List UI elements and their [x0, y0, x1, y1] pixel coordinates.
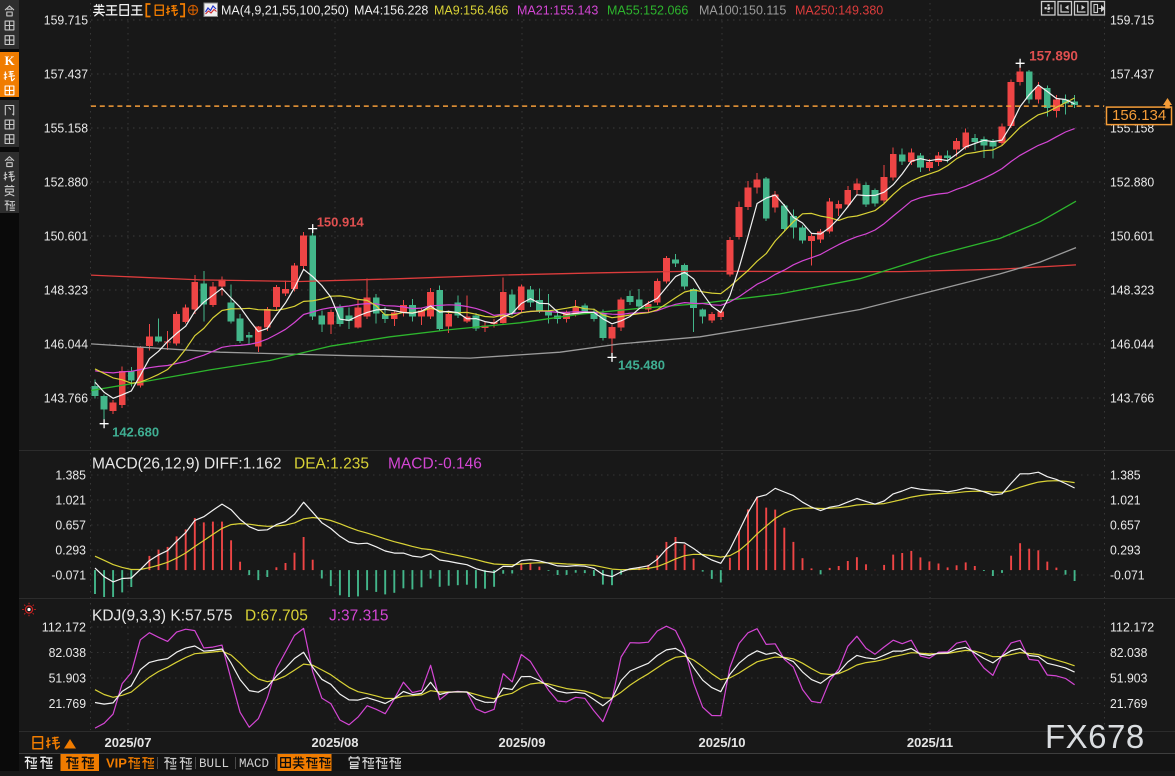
svg-text:150.601: 150.601: [1110, 229, 1154, 244]
svg-text:1.021: 1.021: [1110, 493, 1141, 508]
svg-text:MA250:149.380: MA250:149.380: [795, 4, 883, 18]
svg-text:1.385: 1.385: [1110, 468, 1141, 483]
svg-text:112.172: 112.172: [1110, 620, 1154, 635]
svg-text:143.766: 143.766: [44, 391, 88, 406]
svg-text:51.903: 51.903: [1110, 671, 1147, 686]
svg-text:143.766: 143.766: [1110, 391, 1154, 406]
svg-text:150.601: 150.601: [44, 229, 88, 244]
svg-text:142.680: 142.680: [112, 425, 159, 440]
svg-text:D:67.705: D:67.705: [245, 608, 308, 625]
svg-text:150.914: 150.914: [317, 215, 365, 230]
svg-text:DEA:1.235: DEA:1.235: [294, 456, 369, 473]
svg-text:159.715: 159.715: [1110, 13, 1154, 28]
svg-text:KDJ(9,3,3) K:57.575: KDJ(9,3,3) K:57.575: [92, 608, 232, 625]
svg-text:146.044: 146.044: [44, 337, 88, 352]
svg-text:82.038: 82.038: [49, 645, 86, 660]
svg-text:156.134: 156.134: [1112, 107, 1166, 124]
svg-text:K: K: [4, 53, 15, 68]
svg-text:0.657: 0.657: [55, 518, 86, 533]
svg-text:1.385: 1.385: [55, 468, 86, 483]
svg-text:MA100:150.115: MA100:150.115: [699, 4, 786, 18]
svg-text:148.323: 148.323: [44, 283, 88, 298]
svg-text:2025/10: 2025/10: [699, 735, 746, 750]
svg-text:152.880: 152.880: [44, 175, 88, 190]
svg-text:152.880: 152.880: [1110, 175, 1154, 190]
svg-text:145.480: 145.480: [618, 357, 665, 372]
svg-text:157.437: 157.437: [1110, 67, 1154, 82]
svg-text:MA9:156.466: MA9:156.466: [434, 4, 508, 18]
svg-text:155.158: 155.158: [44, 121, 88, 136]
svg-text:MA55:152.066: MA55:152.066: [607, 4, 688, 18]
svg-text:112.172: 112.172: [42, 620, 86, 635]
svg-text:MA4:156.228: MA4:156.228: [354, 4, 428, 18]
svg-text:2025/08: 2025/08: [312, 735, 359, 750]
svg-text:157.437: 157.437: [44, 67, 88, 82]
svg-text:21.769: 21.769: [49, 696, 86, 711]
svg-text:MACD:-0.146: MACD:-0.146: [388, 456, 482, 473]
svg-text:2025/11: 2025/11: [907, 735, 953, 750]
svg-text:-0.071: -0.071: [1110, 568, 1145, 583]
svg-text:0.293: 0.293: [55, 543, 86, 558]
svg-text:148.323: 148.323: [1110, 283, 1154, 298]
svg-text:MACD(26,12,9) DIFF:1.162: MACD(26,12,9) DIFF:1.162: [92, 456, 282, 473]
svg-text:0.657: 0.657: [1110, 518, 1141, 533]
svg-text:J:37.315: J:37.315: [329, 608, 388, 625]
svg-text:BULL: BULL: [199, 757, 229, 771]
svg-text:0.293: 0.293: [1110, 543, 1141, 558]
svg-text:82.038: 82.038: [1110, 645, 1147, 660]
svg-text:21.769: 21.769: [1110, 696, 1147, 711]
svg-text:51.903: 51.903: [49, 671, 86, 686]
svg-text:2025/09: 2025/09: [499, 735, 546, 750]
svg-text:MA21:155.143: MA21:155.143: [517, 4, 598, 18]
svg-text:-0.071: -0.071: [51, 568, 86, 583]
svg-text:1.021: 1.021: [55, 493, 86, 508]
svg-text:146.044: 146.044: [1110, 337, 1154, 352]
svg-text:MA(4,9,21,55,100,250): MA(4,9,21,55,100,250): [221, 4, 349, 18]
svg-text:MACD: MACD: [239, 757, 269, 771]
svg-text:2025/07: 2025/07: [105, 735, 152, 750]
svg-text:157.890: 157.890: [1029, 48, 1078, 63]
svg-text:FX678: FX678: [1045, 718, 1145, 755]
svg-text:VIP: VIP: [106, 756, 127, 771]
svg-text:159.715: 159.715: [44, 13, 88, 28]
